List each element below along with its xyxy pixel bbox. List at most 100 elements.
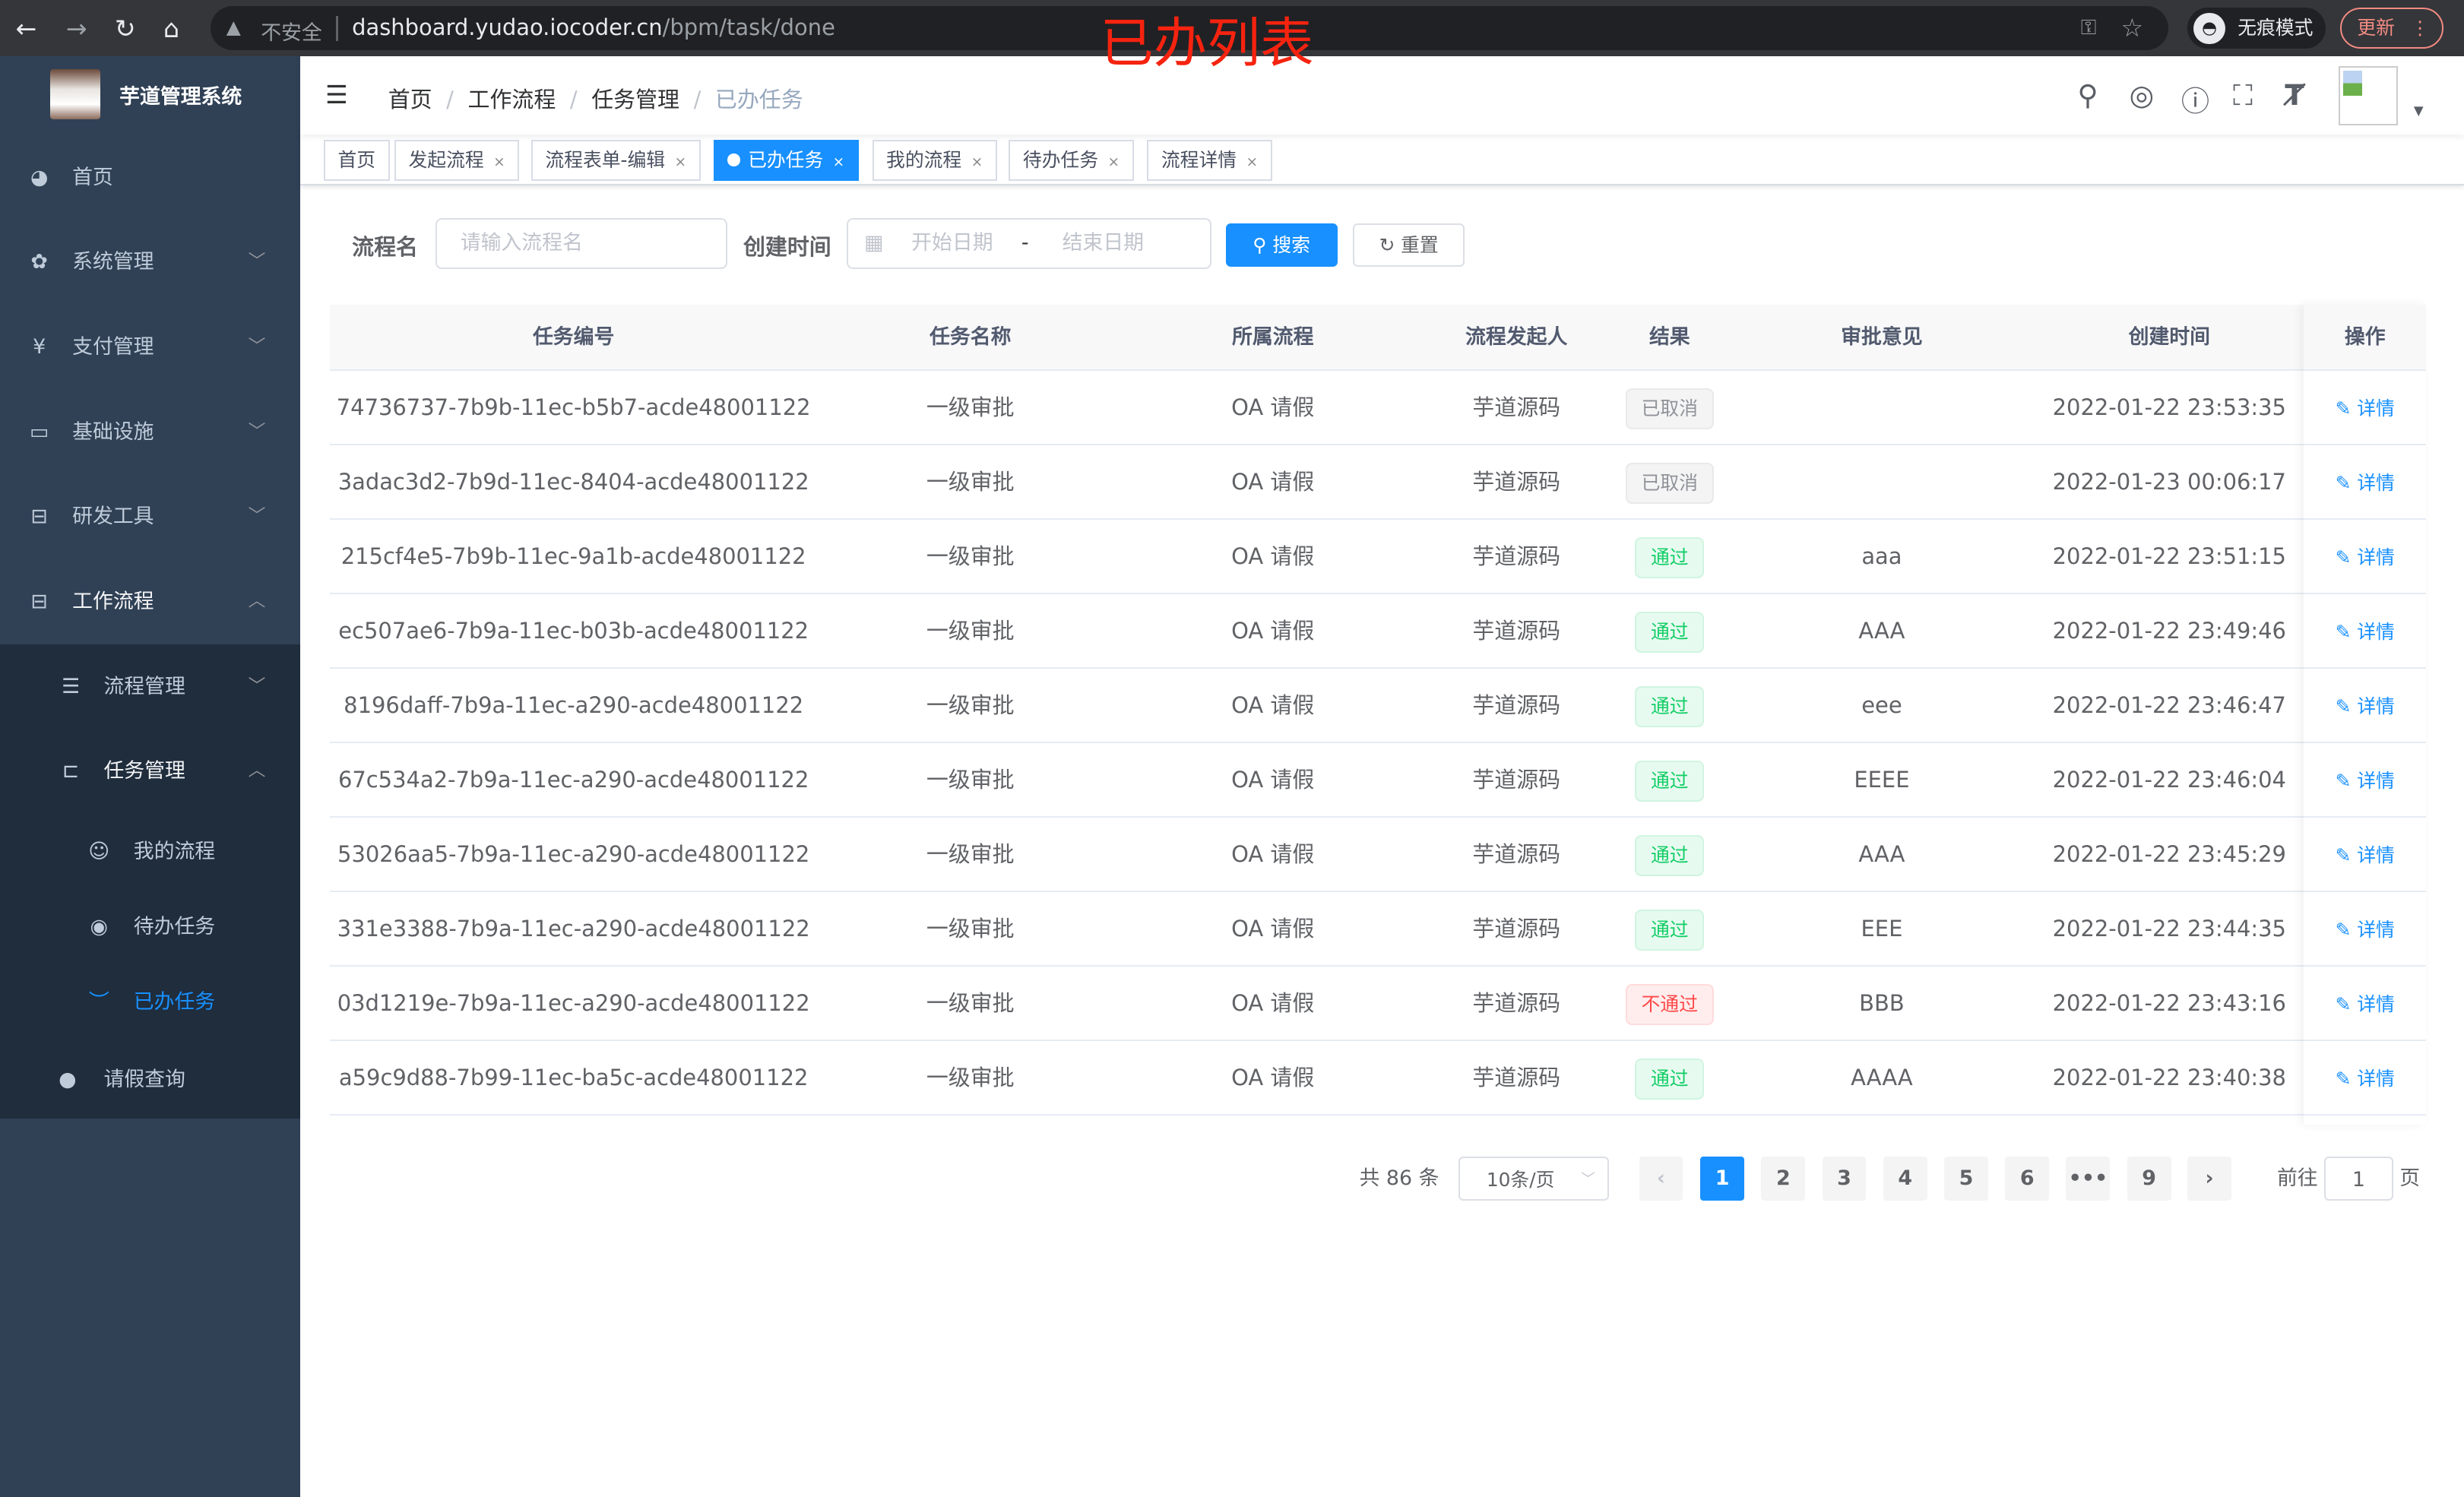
end-date-input[interactable]: 结束日期 [1062,231,1145,255]
detail-button[interactable]: ✎ 详情 [2336,770,2395,792]
github-icon[interactable]: ◎ [2129,78,2155,112]
page-button[interactable]: 9 [2127,1156,2171,1201]
status-badge: 通过 [1635,1058,1705,1100]
caret-down-icon[interactable]: ▼ [2413,103,2424,119]
chevron-down-icon: ﹀ [248,337,266,357]
address-bar[interactable]: ▲ 不安全 dashboard.yudao.iocoder.cn/bpm/tas… [211,6,2169,51]
sidebar-item-task-manage[interactable]: ⊏ 任务管理 ︿ [0,729,300,814]
search-icon[interactable]: ⚲ [2077,78,2098,112]
fullscreen-icon[interactable]: ⛶ [2233,78,2253,112]
page-button[interactable]: 1 [1700,1156,1745,1201]
breadcrumb-item[interactable]: 任务管理 [591,86,679,112]
close-icon[interactable]: × [493,153,505,170]
sidebar-item-label: 系统管理 [72,250,154,274]
sidebar-item-my-process[interactable]: ☺ 我的流程 [0,814,300,889]
sidebar-item-system[interactable]: ✿ 系统管理 ﹀ [0,220,300,305]
sidebar-item-workflow[interactable]: ⊟ 工作流程 ︿ [0,559,300,644]
table-row: 03d1219e-7b9a-11ec-a290-acde48001122 一级审批… [330,967,2427,1041]
sidebar-item-process-manage[interactable]: ☰ 流程管理 ﹀ [0,644,300,730]
prev-page-button[interactable]: ‹ [1639,1156,1683,1201]
start-date-input[interactable]: 开始日期 [911,231,993,255]
back-icon[interactable]: ← [15,13,37,43]
sidebar-item-todo[interactable]: ◉ 待办任务 [0,889,300,964]
tag-done-tasks[interactable]: 已办任务 × [713,139,859,181]
page-button[interactable]: 6 [2005,1156,2050,1201]
detail-button[interactable]: ✎ 详情 [2336,695,2395,717]
cell-comment: eee [1861,692,1902,718]
process-name-input[interactable]: 请输入流程名 [435,218,728,269]
url[interactable]: dashboard.yudao.iocoder.cn/bpm/task/done [352,14,835,40]
cell-action: ✎ 详情 [2304,669,2426,742]
star-icon[interactable]: ☆ [2120,12,2144,43]
date-range-picker[interactable]: ▦ 开始日期 - 结束日期 [847,218,1212,269]
detail-button[interactable]: ✎ 详情 [2336,621,2395,643]
update-button[interactable]: 更新 ⋮ [2339,8,2444,49]
page-button[interactable]: ••• [2066,1156,2111,1201]
logo[interactable]: 芋道管理系统 [0,56,300,135]
key-icon[interactable]: ⚿ [2080,15,2097,40]
detail-button[interactable]: ✎ 详情 [2336,472,2395,494]
reset-button[interactable]: ↻ 重置 [1353,223,1465,267]
cell-task-id: 74736737-7b9b-11ec-b5b7-acde48001122 [336,394,811,420]
search-button[interactable]: ⚲ 搜索 [1225,223,1338,267]
breadcrumb-item[interactable]: 首页 [388,86,432,112]
sidebar-item-infra[interactable]: ▭ 基础设施 ﹀ [0,390,300,475]
hamburger-icon[interactable]: ☰ [325,80,348,110]
tag-home[interactable]: 首页 [323,139,390,181]
chevron-up-icon: ︿ [248,591,266,612]
detail-button[interactable]: ✎ 详情 [2336,993,2395,1015]
next-page-button[interactable]: › [2187,1156,2231,1201]
page-size-select[interactable]: 10条/页 ﹀ [1458,1156,1610,1201]
font-size-icon[interactable]: Ⱦ [2285,78,2304,112]
close-icon[interactable]: × [832,153,845,170]
cell-starter: 芋道源码 [1472,766,1561,793]
page-button[interactable]: 4 [1883,1156,1927,1201]
avatar[interactable] [2338,65,2399,126]
sidebar-item-tools[interactable]: ⊟ 研发工具 ﹀ [0,474,300,559]
cell-task-id: 03d1219e-7b9a-11ec-a290-acde48001122 [337,989,810,1016]
incognito-icon: ◓ [2193,12,2225,44]
cell-starter: 芋道源码 [1472,989,1561,1016]
sidebar-item-leave[interactable]: ● 请假查询 [0,1040,300,1119]
cell-create-time: 2022-01-22 23:45:29 [2052,840,2286,867]
tag-form-edit[interactable]: 流程表单-编辑 × [530,139,701,181]
cell-process: OA 请假 [1231,915,1315,942]
goto-page-input[interactable]: 1 [2323,1156,2393,1201]
edit-icon: ✎ [2335,992,2358,1015]
incognito-badge[interactable]: ◓ 无痕模式 [2187,8,2326,49]
cell-process: OA 请假 [1231,617,1315,644]
tag-todo[interactable]: 待办任务 × [1009,139,1134,181]
sidebar-item-home[interactable]: ◕ 首页 [0,135,300,220]
help-icon[interactable]: ⓘ [2181,84,2210,119]
reload-icon[interactable]: ↻ [114,13,136,43]
page-button[interactable]: 3 [1822,1156,1867,1201]
detail-button[interactable]: ✎ 详情 [2336,546,2395,568]
close-icon[interactable]: × [1107,153,1120,170]
detail-label: 详情 [2357,992,2395,1015]
tag-start-process[interactable]: 发起流程 × [394,139,520,181]
url-path: /bpm/task/done [662,14,835,40]
tag-my-process[interactable]: 我的流程 × [872,139,997,181]
home-icon[interactable]: ⌂ [163,13,180,43]
page-button[interactable]: 5 [1944,1156,1988,1201]
tag-process-detail[interactable]: 流程详情 × [1147,139,1272,181]
detail-button[interactable]: ✎ 详情 [2336,397,2395,419]
page-button[interactable]: 2 [1761,1156,1806,1201]
close-icon[interactable]: × [1246,153,1259,170]
cell-comment: EEEE [1854,766,1910,793]
detail-button[interactable]: ✎ 详情 [2336,1068,2395,1090]
cell-task-name: 一级审批 [926,766,1015,793]
breadcrumb-item[interactable]: 工作流程 [467,86,556,112]
detail-button[interactable]: ✎ 详情 [2336,919,2395,941]
forward-icon[interactable]: → [65,13,87,43]
cell-task-name: 一级审批 [926,840,1015,867]
edit-icon: ✎ [2335,620,2358,643]
sidebar-item-done[interactable]: ︶ 已办任务 [0,964,300,1040]
toolbox-icon: ⊟ [30,505,48,529]
sidebar-item-pay[interactable]: ¥ 支付管理 ﹀ [0,305,300,390]
status-badge: 通过 [1635,611,1705,653]
close-icon[interactable]: × [674,153,687,170]
detail-button[interactable]: ✎ 详情 [2336,844,2395,866]
close-icon[interactable]: × [971,153,983,170]
detail-label: 详情 [2357,1067,2395,1090]
